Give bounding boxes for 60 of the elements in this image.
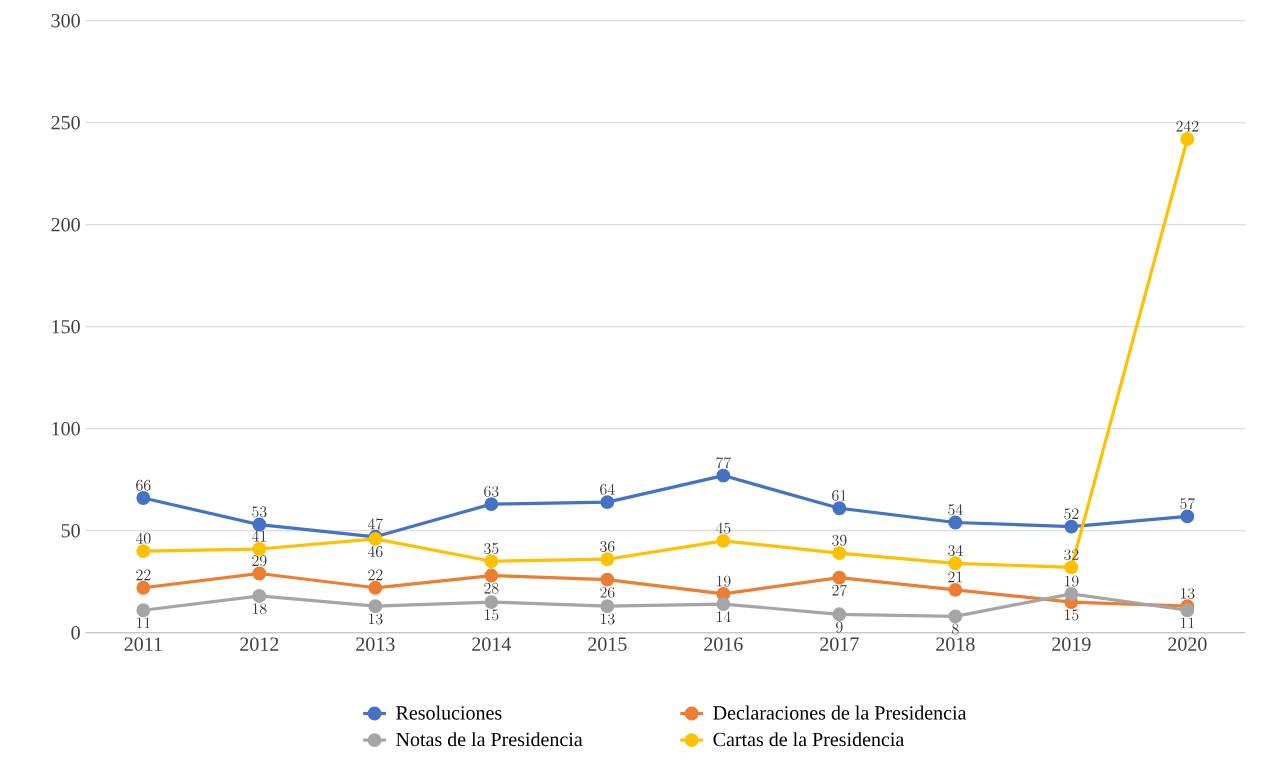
x-tick-label: 2014 <box>472 637 512 651</box>
data-label: 52 <box>1064 508 1079 520</box>
data-label: 36 <box>600 540 615 552</box>
data-label: 14 <box>716 611 731 623</box>
legend-label: Declaraciones de la Presidencia <box>713 705 967 720</box>
data-label: 45 <box>715 522 731 534</box>
data-label: 77 <box>716 457 731 469</box>
data-label: 15 <box>484 609 499 621</box>
data-label: 47 <box>367 518 383 530</box>
data-label: 66 <box>136 479 151 491</box>
data-label: 28 <box>484 582 499 594</box>
x-tick-label: 2013 <box>356 637 395 651</box>
y-tick-label: 200 <box>51 217 80 232</box>
data-label: 11 <box>136 617 150 629</box>
data-label: 54 <box>948 504 963 516</box>
y-tick-label: 100 <box>52 421 80 436</box>
data-label: 41 <box>251 530 266 542</box>
data-label: 11 <box>1180 617 1194 629</box>
data-label: 22 <box>368 569 383 581</box>
data-label: 242 <box>1176 120 1199 132</box>
data-label: 34 <box>948 544 963 557</box>
y-tick-label: 150 <box>52 319 80 334</box>
data-label: 53 <box>252 506 267 518</box>
x-tick-label: 2011 <box>124 637 162 651</box>
data-label: 63 <box>484 485 499 497</box>
data-label: 19 <box>1064 575 1079 587</box>
data-label: 9 <box>836 621 843 633</box>
data-label: 39 <box>832 534 847 546</box>
data-label: 40 <box>135 532 151 544</box>
x-tick-label: 2017 <box>820 637 859 651</box>
legend-label: Notas de la Presidencia <box>396 732 583 747</box>
data-label: 35 <box>484 543 499 554</box>
x-tick-label: 2015 <box>588 637 627 651</box>
x-tick-label: 2020 <box>1168 637 1207 651</box>
data-label: 18 <box>252 603 267 615</box>
legend-label: Resoluciones <box>396 705 502 720</box>
data-label: 46 <box>367 545 383 558</box>
x-tick-label: 2016 <box>704 637 743 651</box>
x-tick-label: 2019 <box>1052 637 1091 651</box>
legend-label: Cartas de la Presidencia <box>713 732 904 747</box>
data-label: 21 <box>948 571 962 583</box>
data-label: 57 <box>1180 497 1195 510</box>
x-tick-label: 2018 <box>936 637 975 651</box>
data-label: 64 <box>600 483 615 495</box>
data-label: 26 <box>600 586 615 598</box>
data-label: 61 <box>832 489 846 501</box>
y-tick-label: 300 <box>51 13 80 28</box>
data-label: 13 <box>600 613 615 625</box>
data-label: 8 <box>952 623 959 635</box>
data-label: 29 <box>252 555 267 567</box>
x-tick-label: 2012 <box>240 637 279 651</box>
data-label: 15 <box>1064 609 1079 621</box>
y-tick-label: 50 <box>61 523 80 538</box>
data-label: 19 <box>716 575 731 587</box>
y-tick-label: 250 <box>51 115 80 130</box>
data-label: 13 <box>368 613 383 625</box>
y-tick-label: 0 <box>71 625 80 640</box>
data-label: 22 <box>136 569 151 581</box>
data-label: 13 <box>1180 587 1195 599</box>
data-label: 27 <box>832 584 847 596</box>
